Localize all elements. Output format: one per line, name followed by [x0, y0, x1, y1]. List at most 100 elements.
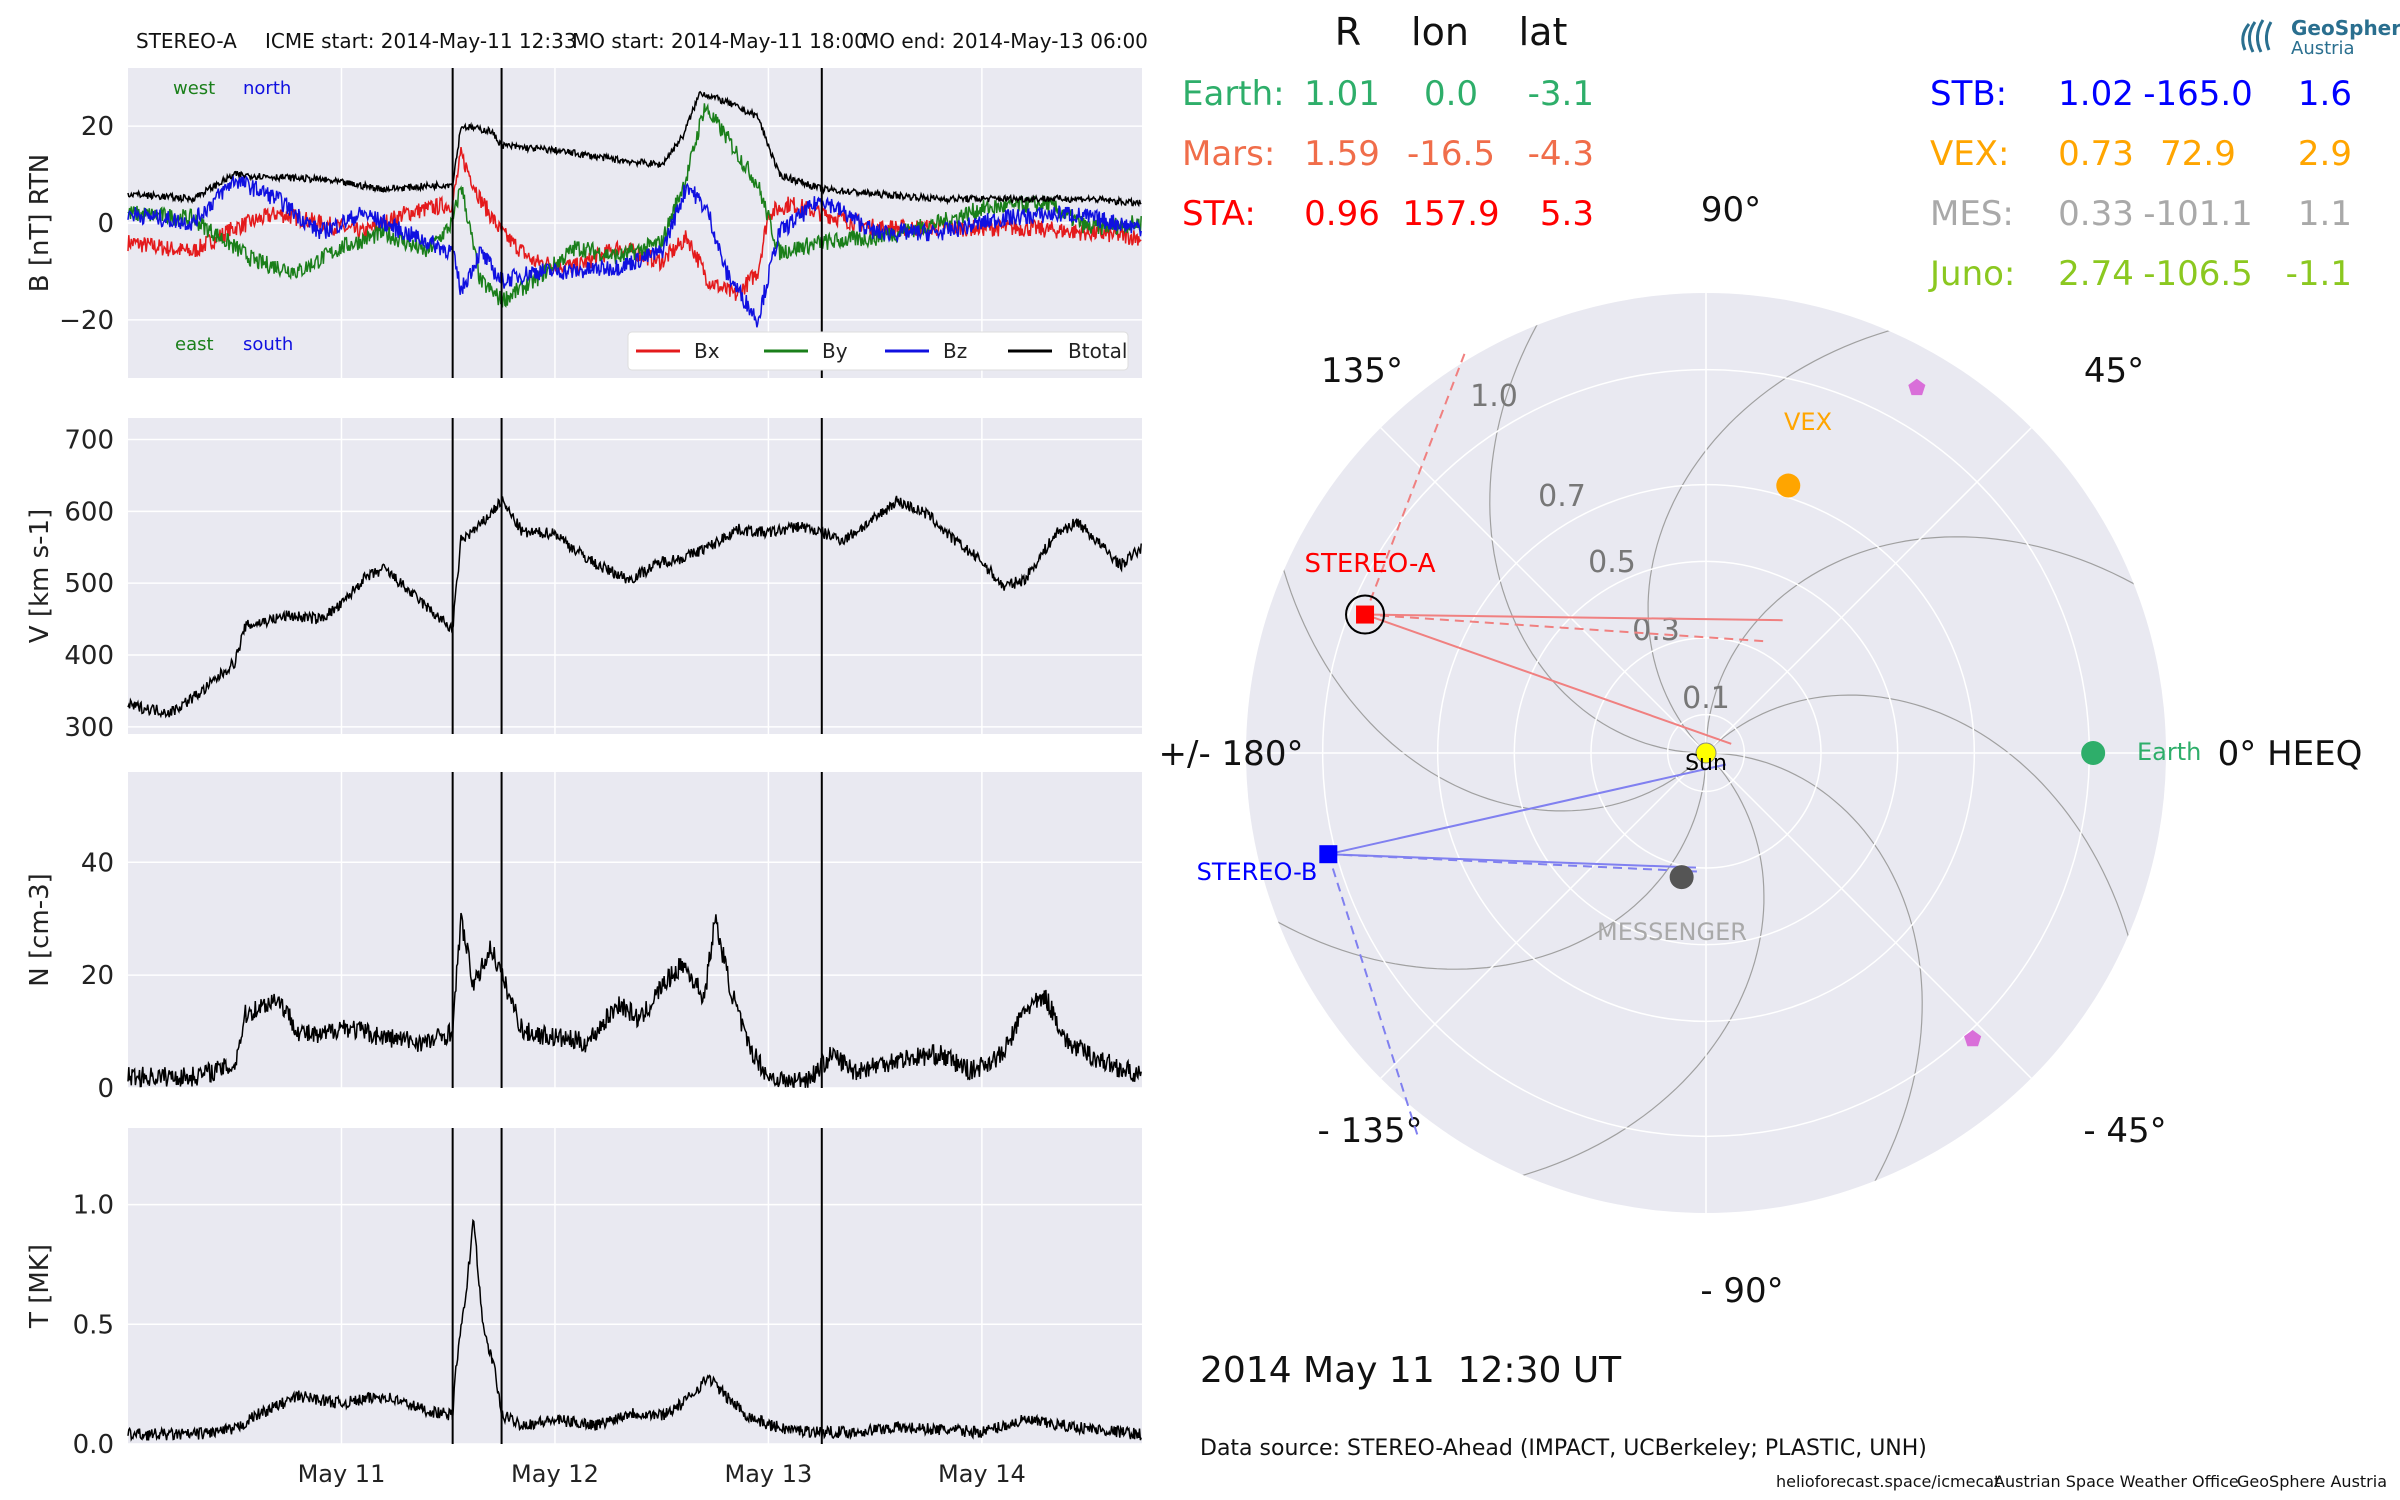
header-spacecraft: STEREO-A	[136, 29, 237, 53]
marker-Earth	[2081, 741, 2106, 765]
series-line	[127, 1218, 1142, 1442]
y-tick-label: 600	[64, 497, 114, 527]
table-lat: 1.1	[2298, 194, 2352, 234]
table-header-lon: lon	[1411, 10, 1469, 54]
panel-background	[128, 418, 1142, 734]
angle-label: 135°	[1321, 351, 1403, 391]
parker-spiral	[1647, 319, 1937, 754]
header-mo-end: MO end: 2014-May-13 06:00	[862, 29, 1148, 53]
header-mo-start: MO start: 2014-May-11 18:00	[572, 29, 867, 53]
y-axis-label: N [cm-3]	[25, 873, 55, 987]
table-r: 0.33	[2058, 194, 2134, 234]
radial-tick-label: 0.5	[1588, 545, 1636, 580]
y-tick-label: 40	[81, 848, 114, 878]
table-header-r: R	[1335, 10, 1361, 54]
table-lon: -101.1	[2143, 194, 2253, 234]
fov-line	[1364, 351, 1467, 615]
data-source: Data source: STEREO-Ahead (IMPACT, UCBer…	[1200, 1436, 1927, 1461]
y-tick-label: 0	[97, 1074, 114, 1104]
radial-tick-label: 0.7	[1538, 479, 1586, 514]
y-tick-label: 20	[81, 112, 114, 142]
fov-line	[1327, 853, 1419, 1136]
y-tick-label: 400	[64, 641, 114, 671]
radial-tick-label: 1.0	[1470, 379, 1518, 414]
panel-3: 0.0 0.5 1.0 T [MK] May 11 May 12 May 13 May 14	[25, 1128, 1142, 1488]
legend-label: Bx	[694, 339, 720, 363]
table-name: Mars:	[1182, 134, 1275, 174]
marker-pentagon	[1964, 1030, 1982, 1047]
legend-box	[627, 331, 1129, 371]
table-lat: 5.3	[1540, 194, 1594, 234]
table-r: 0.96	[1304, 194, 1380, 234]
marker-pentagon	[1908, 378, 1926, 396]
object-label: Sun	[1685, 751, 1727, 776]
table-lon: -106.5	[2143, 254, 2253, 294]
logo-name: GeoSphere	[2291, 16, 2400, 40]
table-name: Earth:	[1182, 74, 1285, 114]
parker-spiral	[1246, 752, 1707, 970]
y-tick-label: 300	[64, 713, 114, 743]
angular-grid-line	[1380, 752, 1707, 1079]
fov-line	[1364, 613, 1732, 745]
table-lon: 157.9	[1402, 194, 1499, 234]
object-label: STEREO-A	[1304, 549, 1435, 579]
y-axis-label: B [nT] RTN	[25, 154, 55, 293]
fov-line	[1365, 613, 1783, 622]
object-label: VEX	[1784, 408, 1832, 436]
angle-label: 0° HEEQ	[2218, 734, 2363, 774]
table-lat: -4.3	[1528, 134, 1594, 174]
legend-label: Bz	[943, 339, 967, 363]
angular-grid-line	[1705, 752, 2032, 1079]
footer-office: Austrian Space Weather Office	[1994, 1472, 2239, 1491]
position-table: Earth: 1.01 0.0 -3.1 Mars: 1.59 -16.5 -4.3 STA: 0…	[1182, 74, 2352, 294]
footer-url: helioforecast.space/icmecat	[1776, 1472, 2000, 1491]
table-r: 1.59	[1304, 134, 1380, 174]
panel-background	[128, 772, 1142, 1088]
panel-2: 0 20 40 N [cm-3]	[25, 772, 1142, 1104]
fov-line	[1328, 853, 1698, 873]
table-lat: -3.1	[1528, 74, 1594, 114]
parker-spiral	[1272, 522, 1707, 812]
timestamp: 2014 May 11 12:30 UT	[1200, 1350, 1622, 1391]
x-tick-label: May 11	[298, 1460, 386, 1488]
parker-spiral	[1475, 752, 1765, 1187]
table-lat: 1.6	[2298, 74, 2352, 114]
fov-line	[1328, 763, 1727, 856]
marker-STEREO-A	[1356, 605, 1375, 624]
table-lat: 2.9	[2298, 134, 2352, 174]
y-tick-label: 500	[64, 569, 114, 599]
geosphere-logo-icon	[2241, 19, 2273, 53]
y-axis-label: T [MK]	[25, 1244, 55, 1329]
marker-Sun	[1695, 742, 1717, 764]
angle-label: 90°	[1701, 190, 1761, 230]
y-tick-label: 20	[81, 961, 114, 991]
object-label: Earth	[2137, 738, 2201, 766]
marker-VEX	[1776, 473, 1801, 498]
fov-lines	[1328, 613, 1783, 873]
annotation-west: west	[173, 78, 215, 99]
y-tick-label: 0	[97, 209, 114, 239]
table-header-lat: lat	[1519, 10, 1568, 54]
table-name: VEX:	[1930, 134, 2010, 174]
x-tick-label: May 13	[725, 1460, 813, 1488]
table-name: MES:	[1930, 194, 2014, 234]
marker-MESSENGER	[1669, 865, 1694, 890]
table-r: 1.01	[1304, 74, 1380, 114]
geosphere-logo: GeoSphere Austria	[2235, 12, 2400, 60]
y-tick-label: 0.0	[73, 1430, 114, 1460]
table-lon: 0.0	[1424, 74, 1478, 114]
series-Bz	[127, 174, 1142, 328]
angle-label: +/- 180°	[1159, 734, 1304, 774]
marker-ring	[1345, 594, 1386, 635]
header-icme-start: ICME start: 2014-May-11 12:33	[265, 29, 577, 53]
table-r: 0.73	[2058, 134, 2134, 174]
parker-spiral	[1705, 536, 2166, 754]
panel-0: −20 0 20 B [nT] RTN west north east south Bx By Bz…	[25, 68, 1142, 378]
footer-org: GeoSphere Austria	[2237, 1472, 2387, 1491]
table-name: STB:	[1930, 74, 2007, 114]
table-r: 2.74	[2058, 254, 2134, 294]
table-lon: -16.5	[1407, 134, 1495, 174]
angle-label: - 90°	[1700, 1271, 1783, 1311]
angular-grid-line	[1705, 427, 2032, 754]
